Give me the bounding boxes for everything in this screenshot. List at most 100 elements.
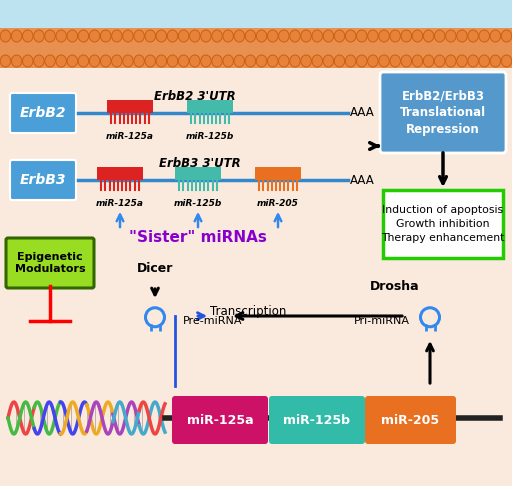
Text: "Sister" miRNAs: "Sister" miRNAs (129, 230, 267, 245)
Ellipse shape (0, 30, 11, 42)
Ellipse shape (145, 30, 156, 42)
Ellipse shape (78, 55, 89, 67)
Ellipse shape (67, 55, 77, 67)
Ellipse shape (279, 55, 289, 67)
Ellipse shape (23, 55, 33, 67)
Ellipse shape (457, 55, 467, 67)
Ellipse shape (212, 30, 222, 42)
Bar (383, 190, 503, 258)
Ellipse shape (67, 30, 77, 42)
Ellipse shape (245, 55, 255, 67)
Ellipse shape (323, 30, 334, 42)
Text: miR-125b: miR-125b (174, 199, 222, 208)
Ellipse shape (267, 30, 278, 42)
Ellipse shape (435, 30, 445, 42)
Ellipse shape (0, 55, 11, 67)
Ellipse shape (100, 30, 111, 42)
Bar (0, 0, 512, 36)
Bar (175, 167, 221, 180)
Ellipse shape (412, 30, 423, 42)
Ellipse shape (301, 55, 311, 67)
Text: miR-205: miR-205 (381, 414, 439, 427)
Ellipse shape (346, 55, 356, 67)
Text: Transcription: Transcription (210, 305, 286, 317)
Ellipse shape (368, 30, 378, 42)
Ellipse shape (490, 55, 501, 67)
Ellipse shape (156, 55, 166, 67)
Text: ErbB2/ErbB3
Translational
Repression: ErbB2/ErbB3 Translational Repression (400, 89, 486, 137)
Ellipse shape (134, 55, 144, 67)
Ellipse shape (56, 55, 67, 67)
Ellipse shape (156, 30, 166, 42)
Ellipse shape (257, 30, 267, 42)
Ellipse shape (100, 55, 111, 67)
FancyBboxPatch shape (10, 93, 76, 133)
Ellipse shape (123, 55, 133, 67)
Text: Pri-miRNA: Pri-miRNA (354, 316, 410, 326)
Ellipse shape (379, 55, 389, 67)
Bar (187, 100, 233, 113)
FancyBboxPatch shape (10, 160, 76, 200)
Ellipse shape (89, 30, 100, 42)
Ellipse shape (346, 30, 356, 42)
Text: Induction of apoptosis
Growth inhibition
Therapy enhancement: Induction of apoptosis Growth inhibition… (381, 205, 505, 243)
Ellipse shape (178, 55, 189, 67)
Text: ErbB3 3'UTR: ErbB3 3'UTR (159, 157, 241, 170)
Ellipse shape (356, 30, 367, 42)
Text: AAA: AAA (350, 174, 375, 187)
Bar (97, 167, 143, 180)
Ellipse shape (78, 30, 89, 42)
Ellipse shape (435, 55, 445, 67)
Ellipse shape (479, 55, 489, 67)
Ellipse shape (312, 30, 323, 42)
Ellipse shape (89, 55, 100, 67)
Ellipse shape (401, 55, 412, 67)
Bar (255, 167, 301, 180)
Ellipse shape (56, 30, 67, 42)
Ellipse shape (356, 55, 367, 67)
Text: miR-125a: miR-125a (96, 199, 144, 208)
Ellipse shape (501, 55, 512, 67)
Ellipse shape (501, 30, 512, 42)
Text: miR-125a: miR-125a (106, 132, 154, 141)
Ellipse shape (45, 30, 55, 42)
FancyBboxPatch shape (365, 396, 456, 444)
Ellipse shape (201, 55, 211, 67)
Ellipse shape (34, 55, 44, 67)
Text: miR-125b: miR-125b (186, 132, 234, 141)
Ellipse shape (23, 30, 33, 42)
Ellipse shape (334, 30, 345, 42)
Ellipse shape (312, 55, 323, 67)
Ellipse shape (189, 55, 200, 67)
Ellipse shape (145, 55, 156, 67)
FancyBboxPatch shape (380, 72, 506, 153)
Bar (0, 66, 512, 486)
Text: Epigenetic
Modulators: Epigenetic Modulators (15, 252, 86, 274)
Text: AAA: AAA (350, 106, 375, 120)
Text: miR-205: miR-205 (257, 199, 299, 208)
Text: Pre-miRNA: Pre-miRNA (183, 316, 243, 326)
Ellipse shape (279, 30, 289, 42)
Ellipse shape (334, 55, 345, 67)
Ellipse shape (189, 30, 200, 42)
Ellipse shape (323, 55, 334, 67)
Text: ErbB2: ErbB2 (20, 106, 66, 120)
Ellipse shape (11, 55, 22, 67)
Ellipse shape (390, 30, 400, 42)
Ellipse shape (301, 30, 311, 42)
Ellipse shape (368, 55, 378, 67)
Ellipse shape (479, 30, 489, 42)
Ellipse shape (112, 30, 122, 42)
Ellipse shape (234, 55, 245, 67)
Ellipse shape (245, 30, 255, 42)
Ellipse shape (257, 55, 267, 67)
Ellipse shape (457, 30, 467, 42)
Ellipse shape (401, 30, 412, 42)
Ellipse shape (445, 30, 456, 42)
Ellipse shape (234, 30, 245, 42)
Ellipse shape (468, 55, 478, 67)
Bar (107, 100, 153, 113)
Ellipse shape (178, 30, 189, 42)
Ellipse shape (390, 55, 400, 67)
Ellipse shape (134, 30, 144, 42)
